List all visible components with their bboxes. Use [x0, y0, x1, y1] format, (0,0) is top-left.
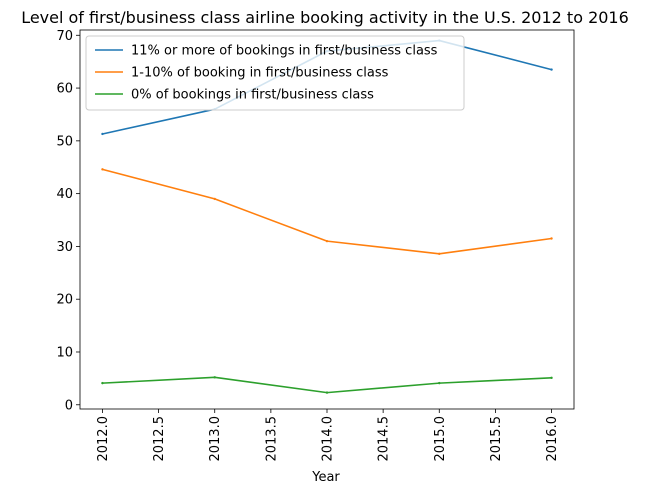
- x-tick-label: 2015.5: [489, 416, 504, 462]
- x-tick-label: 2016.0: [545, 416, 560, 462]
- x-tick-label: 2014.0: [321, 416, 336, 462]
- data-point: [101, 168, 104, 171]
- data-point: [213, 376, 216, 379]
- x-tick-label: 2014.5: [377, 416, 392, 462]
- chart-title: Level of first/business class airline bo…: [21, 8, 629, 27]
- data-point: [325, 391, 329, 394]
- x-axis: 2012.0 2012.5 2013.0 2013.5 2014.0 2014.5 2015…: [96, 409, 560, 462]
- data-point: [325, 239, 329, 243]
- data-point: [550, 68, 553, 71]
- legend-label: 11% or more of bookings in first/busines…: [131, 44, 438, 59]
- x-tick-label: 2012.5: [152, 416, 167, 462]
- data-point: [101, 381, 104, 385]
- data-point: [101, 132, 104, 136]
- data-point: [438, 381, 441, 385]
- y-tick-label: 70: [56, 29, 73, 44]
- y-tick-label: 40: [56, 187, 73, 202]
- y-tick-label: 20: [56, 293, 73, 308]
- data-point: [550, 237, 553, 240]
- x-axis-label: Year: [311, 470, 340, 485]
- x-tick-label: 2012.0: [96, 416, 111, 462]
- legend-label: 1-10% of booking in first/business class: [131, 66, 389, 81]
- legend-label: 0% of bookings in first/business class: [131, 88, 374, 103]
- legend-box: [85, 35, 465, 111]
- data-point: [213, 197, 216, 201]
- y-tick-label: 30: [56, 240, 73, 255]
- x-tick-label: 2015.0: [433, 416, 448, 462]
- data-point: [438, 252, 441, 256]
- y-tick-label: 10: [56, 345, 73, 360]
- x-tick-label: 2013.0: [208, 416, 223, 462]
- legend: 11% or more of bookings in first/busines…: [85, 35, 465, 111]
- data-point: [550, 376, 553, 380]
- series-line-3: [102, 376, 552, 394]
- y-tick-label: 0: [65, 398, 73, 413]
- y-tick-label: 60: [56, 82, 73, 97]
- x-tick-label: 2013.5: [264, 416, 279, 462]
- y-axis: 0 10 20 30 40 50 60 70: [56, 29, 80, 413]
- y-tick-label: 50: [56, 134, 73, 149]
